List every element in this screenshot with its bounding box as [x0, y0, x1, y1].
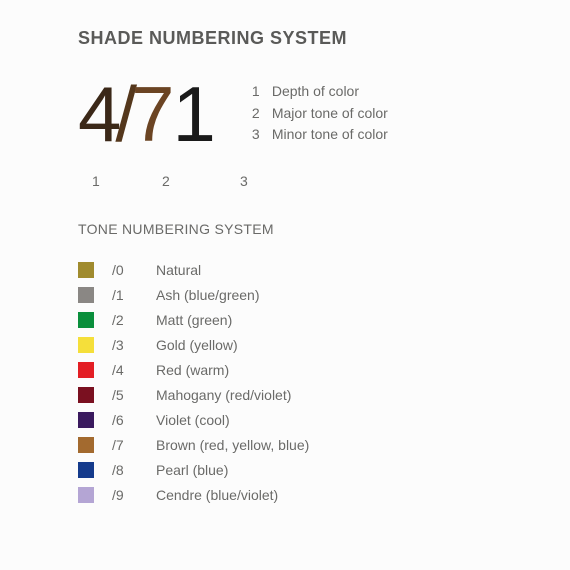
tone-label: Red (warm) [156, 362, 229, 378]
tone-row: /5Mahogany (red/violet) [78, 382, 570, 407]
tone-code: /7 [112, 437, 156, 453]
tone-code: /9 [112, 487, 156, 503]
legend-text: Major tone of color [272, 103, 388, 125]
tone-label: Ash (blue/green) [156, 287, 260, 303]
digit-minor: 1 [172, 75, 213, 153]
tone-row: /0Natural [78, 257, 570, 282]
color-swatch [78, 337, 94, 353]
tone-row: /7Brown (red, yellow, blue) [78, 432, 570, 457]
digit-major: 7 [131, 75, 172, 153]
tone-label: Pearl (blue) [156, 462, 228, 478]
tone-row: /9Cendre (blue/violet) [78, 482, 570, 507]
color-swatch [78, 362, 94, 378]
color-swatch [78, 287, 94, 303]
tone-row: /3Gold (yellow) [78, 332, 570, 357]
tone-code: /0 [112, 262, 156, 278]
color-swatch [78, 262, 94, 278]
legend-row: 2Major tone of color [252, 103, 388, 125]
legend-num: 3 [252, 124, 272, 146]
tone-label: Natural [156, 262, 201, 278]
tone-code: /3 [112, 337, 156, 353]
legend-text: Depth of color [272, 81, 359, 103]
tone-row: /8Pearl (blue) [78, 457, 570, 482]
tone-code: /1 [112, 287, 156, 303]
tone-label: Violet (cool) [156, 412, 230, 428]
tone-label: Cendre (blue/violet) [156, 487, 278, 503]
tone-code: /5 [112, 387, 156, 403]
tone-code: /2 [112, 312, 156, 328]
legend-num: 2 [252, 103, 272, 125]
legend-num: 1 [252, 81, 272, 103]
example-row: 4 / 7 1 1Depth of color2Major tone of co… [78, 75, 570, 153]
color-swatch [78, 387, 94, 403]
color-swatch [78, 412, 94, 428]
tone-code: /4 [112, 362, 156, 378]
tone-label: Brown (red, yellow, blue) [156, 437, 309, 453]
example-number: 4 / 7 1 [78, 75, 214, 153]
legend-text: Minor tone of color [272, 124, 388, 146]
position-2: 2 [162, 173, 228, 189]
position-3: 3 [240, 173, 248, 189]
tone-row: /6Violet (cool) [78, 407, 570, 432]
legend-row: 1Depth of color [252, 81, 388, 103]
legend-row: 3Minor tone of color [252, 124, 388, 146]
tone-row: /2Matt (green) [78, 307, 570, 332]
tone-label: Gold (yellow) [156, 337, 238, 353]
subtitle: TONE NUMBERING SYSTEM [78, 221, 570, 237]
tone-row: /4Red (warm) [78, 357, 570, 382]
tone-row: /1Ash (blue/green) [78, 282, 570, 307]
tone-label: Matt (green) [156, 312, 232, 328]
legend-list: 1Depth of color2Major tone of color3Mino… [252, 81, 388, 146]
position-1: 1 [92, 173, 122, 189]
color-swatch [78, 312, 94, 328]
color-swatch [78, 487, 94, 503]
color-swatch [78, 437, 94, 453]
digit-depth: 4 [78, 75, 119, 153]
tone-list: /0Natural/1Ash (blue/green)/2Matt (green… [78, 257, 570, 507]
tone-code: /8 [112, 462, 156, 478]
page-title: SHADE NUMBERING SYSTEM [78, 28, 570, 49]
tone-label: Mahogany (red/violet) [156, 387, 291, 403]
color-swatch [78, 462, 94, 478]
tone-code: /6 [112, 412, 156, 428]
position-labels: 1 2 3 [92, 173, 570, 189]
